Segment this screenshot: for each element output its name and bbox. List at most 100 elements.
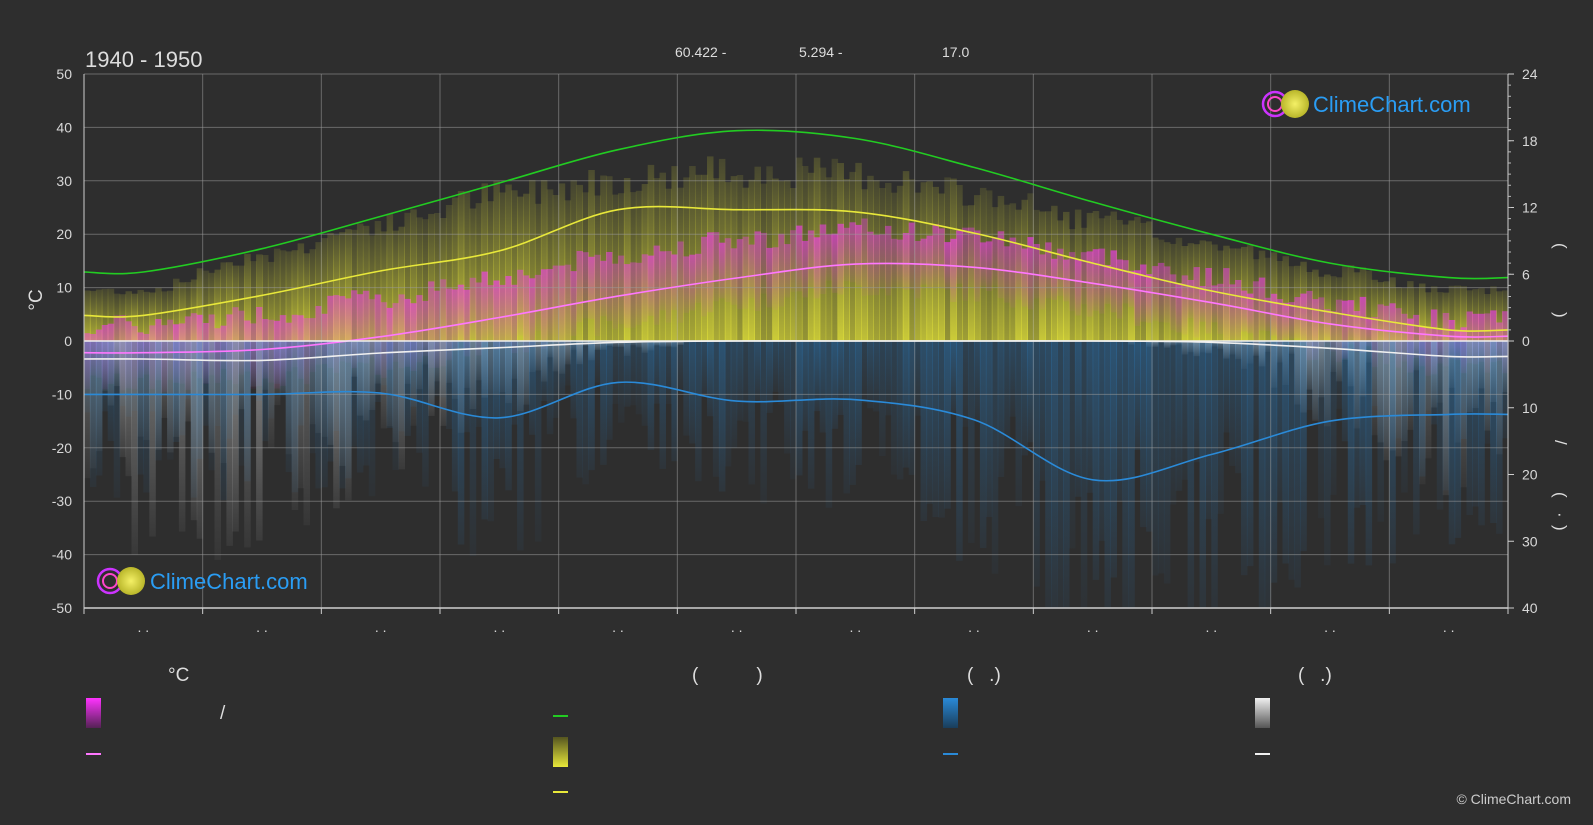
sunshine-bar <box>1454 285 1462 341</box>
x-axis-month-label: . . <box>849 619 861 635</box>
precip-bar <box>1187 341 1195 608</box>
snow-bar <box>149 341 156 537</box>
precip-bar <box>873 341 880 412</box>
precip-bar <box>173 341 180 442</box>
temp-range-bar <box>457 284 465 343</box>
precip-bar <box>1330 341 1337 495</box>
precip-bar <box>950 341 957 413</box>
sunshine-bar <box>238 265 245 341</box>
precip-bar <box>279 341 287 397</box>
legend-rain-mean-swatch <box>943 753 958 755</box>
precip-bar <box>1258 341 1266 608</box>
sunshine-bar <box>232 265 239 341</box>
sunshine-bar <box>1496 291 1503 341</box>
precip-bar <box>1282 341 1289 564</box>
precip-bar <box>1306 341 1313 411</box>
precip-bar <box>131 341 138 411</box>
sunshine-bar <box>529 179 536 341</box>
temp-range-bar <box>1181 275 1189 335</box>
sunshine-mean-line <box>83 205 1509 332</box>
temp-range-bar <box>1347 300 1355 345</box>
precip-bar <box>606 341 613 440</box>
precip-bar <box>119 341 127 406</box>
temp-range-bar <box>475 282 483 356</box>
sunshine-bar <box>623 178 631 341</box>
precip-bar <box>250 341 257 387</box>
precip-bar <box>196 341 204 459</box>
period-title: 1940 - 1950 <box>85 47 202 72</box>
temp-range-bar <box>932 224 939 287</box>
precip-bar <box>1146 341 1153 532</box>
precip-bar <box>457 341 465 545</box>
series-lines <box>83 129 1509 482</box>
y-axis-right-bottom-glyph-4: ) <box>1551 525 1570 531</box>
precip-bar <box>914 341 922 416</box>
precip-bar <box>1163 341 1171 584</box>
precip-bar <box>1496 341 1503 534</box>
sunshine-bar <box>487 201 494 341</box>
precip-bar <box>267 341 275 419</box>
precip-bar <box>985 341 993 518</box>
precip-bar <box>1478 341 1485 526</box>
logo-top[interactable]: ClimeChart.com <box>1261 90 1471 118</box>
y-axis-left-tick-label: -50 <box>52 600 72 616</box>
sunshine-bar <box>1330 276 1337 341</box>
sunshine-bar <box>351 229 358 341</box>
temp-range-bar <box>1235 280 1242 340</box>
temp-range-bar <box>1359 296 1367 353</box>
precip-bar <box>333 341 340 431</box>
temp-range-bar <box>1395 308 1402 368</box>
x-axis-month-label: . . <box>731 619 743 635</box>
temp-range-bar <box>914 241 922 299</box>
precip-bar <box>677 341 684 390</box>
temp-range-bar <box>707 232 714 313</box>
sunshine-bar <box>101 288 109 341</box>
temp-range-bar <box>1306 291 1313 361</box>
precip-bar <box>546 341 554 435</box>
temp-range-bar <box>1288 302 1295 339</box>
sunshine-bar <box>309 249 316 341</box>
sunshine-bar <box>208 272 216 341</box>
sunshine-bar <box>1282 256 1289 341</box>
temp-range-bar <box>534 274 542 331</box>
sunshine-bar <box>196 268 204 341</box>
precip-bar <box>238 341 245 466</box>
temp-range-bar <box>1478 313 1485 362</box>
precip-bar <box>623 341 631 407</box>
x-axis-month-label: . . <box>968 619 980 635</box>
logo-bottom[interactable]: ClimeChart.com <box>96 567 308 595</box>
precip-bar <box>1098 341 1106 541</box>
precip-bar <box>819 341 827 433</box>
precip-bar <box>707 341 714 417</box>
precip-bar <box>1039 341 1046 481</box>
temp-range-bar <box>879 234 886 289</box>
temp-range-bar <box>594 254 601 336</box>
sunshine-bar <box>291 250 299 341</box>
y-axis-right-bottom-tick-label: 20 <box>1522 467 1538 483</box>
sunshine-bar <box>600 175 607 341</box>
precip-bar <box>273 341 281 384</box>
logo-ring-inner-icon <box>1267 96 1283 112</box>
snow-bar <box>232 341 239 532</box>
sunshine-bar <box>143 291 150 341</box>
temp-range-bar <box>974 230 981 302</box>
y-axis-left-label: °C <box>26 289 47 310</box>
precip-bar <box>529 341 536 435</box>
precip-bar <box>1472 341 1479 507</box>
precip-bar <box>890 341 898 475</box>
temp-range-bar <box>1353 311 1361 352</box>
temp-range-bar <box>1341 300 1349 359</box>
x-axis-month-label: . . <box>1443 619 1455 635</box>
sunshine-bar <box>416 217 423 341</box>
temp-range-bar <box>422 300 429 356</box>
precip-bar <box>422 341 429 487</box>
x-axis-month-label: . . <box>612 619 624 635</box>
temp-range-bar <box>1282 302 1289 340</box>
temp-range-bar <box>1324 309 1331 343</box>
temp-range-bar <box>410 303 417 371</box>
precip-bar <box>766 341 773 413</box>
precip-bar <box>558 341 566 399</box>
precip-bar <box>107 341 115 441</box>
precip-bar <box>594 341 601 383</box>
